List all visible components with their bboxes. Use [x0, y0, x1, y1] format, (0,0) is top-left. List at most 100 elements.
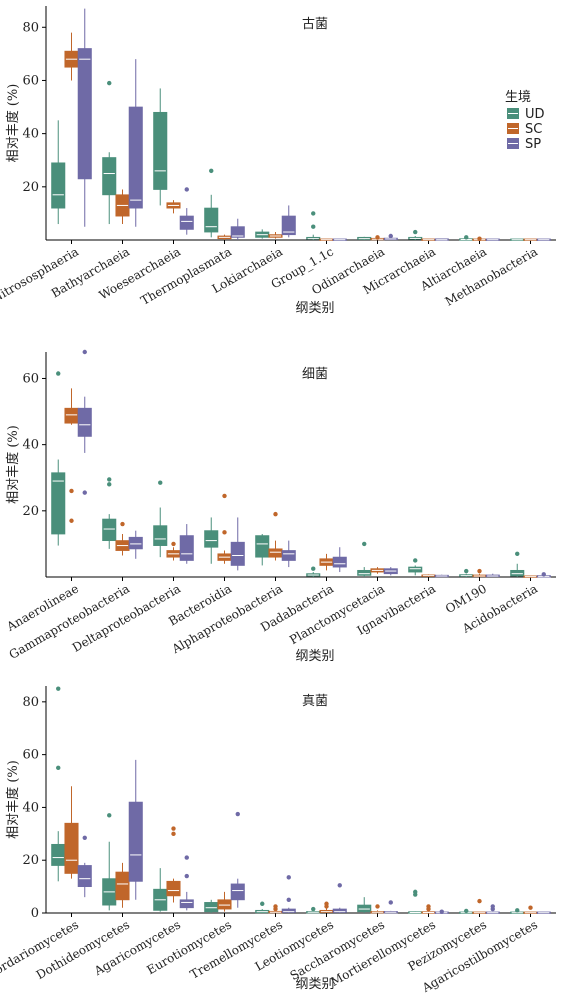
- outlier-point: [311, 566, 316, 571]
- panel-title: 真菌: [302, 694, 328, 709]
- outlier-point: [464, 908, 469, 914]
- box-sp: [77, 48, 92, 180]
- outlier-point: [171, 541, 176, 547]
- box-sp: [128, 106, 143, 209]
- outlier-point: [528, 905, 533, 910]
- outlier-point: [324, 904, 329, 909]
- outlier-point: [413, 558, 418, 563]
- y-tick-label: 40: [22, 438, 39, 453]
- y-tick-label: 80: [22, 695, 39, 710]
- box-sc: [115, 871, 130, 901]
- x-tick-label: Dothideomycetes: [34, 917, 132, 982]
- outlier-point: [107, 80, 112, 86]
- box-sp: [281, 215, 296, 236]
- outlier-point: [490, 904, 495, 909]
- outlier-point: [222, 493, 227, 499]
- outlier-point: [82, 490, 87, 495]
- legend-label: UD: [525, 107, 545, 122]
- outlier-point: [413, 889, 418, 895]
- box-sp: [230, 226, 245, 238]
- outlier-point: [464, 235, 469, 240]
- box-ud: [357, 904, 372, 913]
- box-ud: [408, 566, 423, 573]
- box-ud: [51, 843, 66, 866]
- outlier-point: [286, 875, 291, 880]
- outlier-point: [56, 686, 61, 691]
- y-tick-label: 40: [22, 800, 39, 815]
- y-tick-label: 60: [22, 748, 39, 763]
- outlier-point: [426, 906, 431, 912]
- outlier-point: [56, 765, 61, 771]
- x-tick-label: Nitrososphaeria: [0, 244, 81, 305]
- box-ud: [357, 569, 372, 576]
- outlier-point: [388, 900, 393, 905]
- outlier-point: [388, 233, 393, 239]
- x-tick-label: Tremellomycetes: [188, 917, 285, 981]
- outlier-point: [107, 482, 112, 487]
- outlier-point: [311, 211, 316, 216]
- outlier-point: [171, 831, 176, 837]
- outlier-point: [477, 898, 482, 904]
- outlier-point: [311, 224, 316, 229]
- y-tick-label: 20: [22, 853, 39, 868]
- outlier-point: [158, 480, 163, 485]
- panel-title: 细菌: [302, 367, 328, 382]
- outlier-point: [362, 541, 367, 547]
- outlier-point: [477, 568, 482, 574]
- outlier-point: [184, 873, 189, 879]
- outlier-point: [209, 168, 214, 174]
- box-ud: [153, 525, 168, 546]
- box-ud: [204, 207, 219, 233]
- legend-item-ud: UD: [507, 107, 545, 122]
- outlier-point: [184, 855, 189, 860]
- outlier-point: [69, 518, 74, 523]
- outlier-point: [171, 826, 176, 831]
- outlier-point: [56, 371, 61, 376]
- outlier-point: [439, 909, 444, 914]
- box-sp: [230, 541, 245, 566]
- y-tick-label: 20: [22, 504, 39, 519]
- y-axis-label: 相对丰度 (%): [5, 84, 21, 163]
- y-tick-label: 60: [22, 73, 39, 88]
- outlier-point: [515, 551, 520, 557]
- outlier-point: [515, 908, 520, 913]
- outlier-point: [413, 229, 418, 235]
- category-deltaproteobacteria: Deltaproteobacteria: [70, 480, 194, 655]
- outlier-point: [337, 883, 342, 888]
- y-axis-label: 相对丰度 (%): [5, 760, 21, 839]
- legend-label: SC: [525, 122, 542, 137]
- x-axis-label: 纲类别: [295, 649, 334, 664]
- y-tick-label: 20: [22, 180, 39, 195]
- outlier-point: [82, 835, 87, 840]
- legend-item-sp: SP: [507, 137, 541, 152]
- outlier-point: [222, 530, 227, 535]
- legend-item-sc: SC: [507, 122, 542, 137]
- outlier-point: [477, 236, 482, 241]
- box-sp: [128, 536, 143, 550]
- outlier-point: [107, 477, 112, 482]
- outlier-point: [541, 572, 546, 577]
- box-ud: [204, 902, 219, 913]
- box-ud: [153, 111, 168, 190]
- box-ud: [51, 472, 66, 535]
- box-sp: [179, 899, 194, 909]
- x-tick-label: Methanobacteria: [443, 244, 540, 308]
- y-tick-label: 40: [22, 127, 39, 142]
- outlier-point: [273, 904, 278, 909]
- outlier-point: [82, 349, 87, 355]
- box-ud: [102, 518, 117, 542]
- outlier-point: [260, 901, 265, 906]
- outlier-point: [311, 906, 316, 912]
- box-sp: [332, 556, 347, 568]
- box-sc: [64, 407, 79, 424]
- box-sp: [128, 801, 143, 882]
- outlier-point: [375, 904, 380, 909]
- y-axis-label: 相对丰度 (%): [5, 425, 21, 504]
- box-ud: [204, 530, 219, 548]
- box-sp: [179, 535, 194, 561]
- outlier-point: [235, 811, 240, 817]
